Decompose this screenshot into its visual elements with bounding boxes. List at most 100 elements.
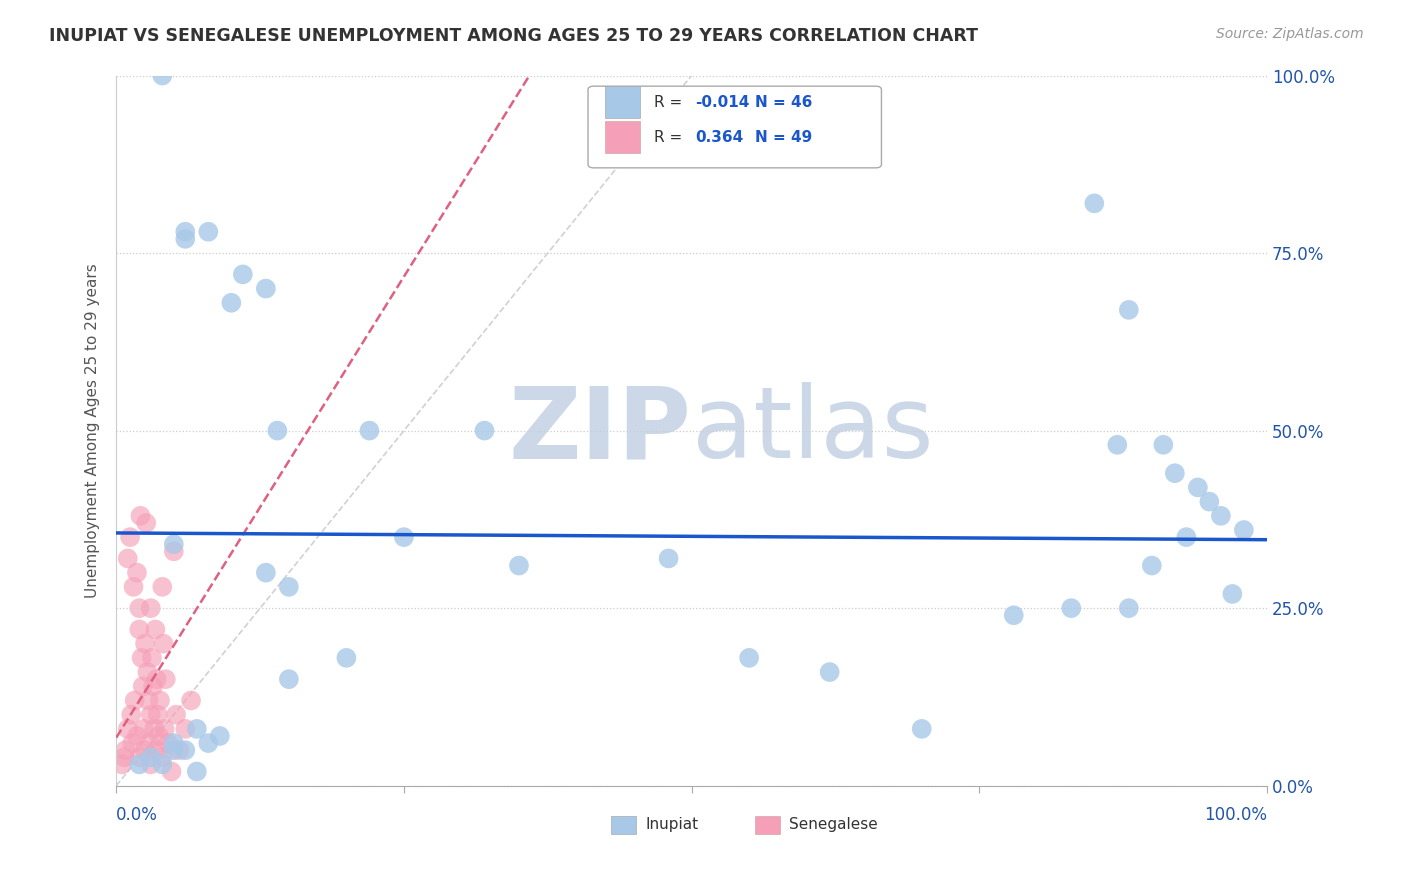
Text: R =: R = bbox=[654, 129, 682, 145]
Point bbox=[508, 558, 530, 573]
Point bbox=[208, 729, 231, 743]
Point bbox=[150, 69, 173, 83]
Point bbox=[120, 530, 142, 544]
Point bbox=[132, 722, 155, 736]
Text: N = 46: N = 46 bbox=[755, 95, 813, 110]
Point bbox=[111, 757, 134, 772]
Point bbox=[152, 637, 174, 651]
Text: N = 49: N = 49 bbox=[755, 129, 813, 145]
Point bbox=[139, 601, 162, 615]
Text: INUPIAT VS SENEGALESE UNEMPLOYMENT AMONG AGES 25 TO 29 YEARS CORRELATION CHART: INUPIAT VS SENEGALESE UNEMPLOYMENT AMONG… bbox=[49, 27, 979, 45]
Point bbox=[142, 679, 165, 693]
Point bbox=[1107, 438, 1129, 452]
Point bbox=[145, 623, 167, 637]
Point bbox=[138, 736, 160, 750]
Point bbox=[125, 729, 148, 743]
Point bbox=[150, 757, 173, 772]
Point bbox=[169, 743, 191, 757]
Point bbox=[277, 672, 299, 686]
Point bbox=[139, 707, 162, 722]
Point bbox=[277, 580, 299, 594]
Point bbox=[134, 743, 156, 757]
Point bbox=[157, 736, 180, 750]
Point bbox=[163, 736, 186, 750]
Point bbox=[112, 750, 135, 764]
Point bbox=[145, 743, 167, 757]
FancyBboxPatch shape bbox=[606, 121, 640, 153]
Point bbox=[134, 637, 156, 651]
Point bbox=[186, 764, 208, 779]
Point bbox=[149, 693, 172, 707]
Point bbox=[266, 424, 288, 438]
Point bbox=[117, 551, 139, 566]
Text: 0.364: 0.364 bbox=[695, 129, 744, 145]
Point bbox=[1175, 530, 1198, 544]
Point bbox=[128, 757, 150, 772]
Point bbox=[163, 537, 186, 551]
Text: Source: ZipAtlas.com: Source: ZipAtlas.com bbox=[1216, 27, 1364, 41]
Point bbox=[392, 530, 415, 544]
Point bbox=[143, 722, 166, 736]
Point bbox=[221, 295, 243, 310]
Text: Inupiat: Inupiat bbox=[645, 817, 699, 832]
Point bbox=[135, 516, 157, 530]
Y-axis label: Unemployment Among Ages 25 to 29 years: Unemployment Among Ages 25 to 29 years bbox=[86, 263, 100, 598]
Point bbox=[146, 707, 169, 722]
Text: atlas: atlas bbox=[692, 382, 934, 479]
Point bbox=[1222, 587, 1244, 601]
Point bbox=[121, 736, 143, 750]
Point bbox=[131, 651, 153, 665]
Point bbox=[738, 651, 761, 665]
Point bbox=[139, 757, 162, 772]
Point bbox=[122, 580, 145, 594]
Point bbox=[1209, 508, 1232, 523]
Point bbox=[174, 722, 197, 736]
Point bbox=[1198, 494, 1220, 508]
Point bbox=[136, 665, 159, 679]
Point bbox=[254, 282, 277, 296]
Point bbox=[117, 722, 139, 736]
Point bbox=[1118, 601, 1140, 615]
Point bbox=[139, 750, 162, 764]
Point bbox=[160, 764, 183, 779]
Point bbox=[911, 722, 934, 736]
Point bbox=[335, 651, 357, 665]
Point bbox=[1118, 302, 1140, 317]
Point bbox=[1060, 601, 1083, 615]
FancyBboxPatch shape bbox=[612, 816, 637, 834]
Point bbox=[174, 225, 197, 239]
Point bbox=[197, 736, 219, 750]
Point bbox=[129, 508, 152, 523]
Point bbox=[174, 232, 197, 246]
Text: -0.014: -0.014 bbox=[695, 95, 749, 110]
Text: 100.0%: 100.0% bbox=[1204, 806, 1267, 824]
Point bbox=[153, 722, 176, 736]
Point bbox=[165, 707, 187, 722]
Point bbox=[1002, 608, 1025, 623]
Point bbox=[658, 551, 681, 566]
Point bbox=[1164, 467, 1187, 481]
Point bbox=[818, 665, 841, 679]
Point bbox=[150, 580, 173, 594]
Text: R =: R = bbox=[654, 95, 682, 110]
Point bbox=[114, 743, 136, 757]
Point bbox=[125, 566, 148, 580]
Text: Senegalese: Senegalese bbox=[789, 817, 879, 832]
Point bbox=[155, 672, 177, 686]
Point bbox=[1152, 438, 1174, 452]
Point bbox=[141, 651, 163, 665]
Point bbox=[128, 750, 150, 764]
FancyBboxPatch shape bbox=[606, 87, 640, 118]
FancyBboxPatch shape bbox=[755, 816, 780, 834]
Point bbox=[1140, 558, 1163, 573]
Point bbox=[124, 693, 146, 707]
Text: 0.0%: 0.0% bbox=[117, 806, 157, 824]
Point bbox=[145, 672, 167, 686]
Point bbox=[128, 623, 150, 637]
Point bbox=[174, 743, 197, 757]
Text: ZIP: ZIP bbox=[509, 382, 692, 479]
Point bbox=[232, 268, 254, 282]
Point bbox=[150, 750, 173, 764]
Point bbox=[138, 693, 160, 707]
Point bbox=[163, 743, 186, 757]
